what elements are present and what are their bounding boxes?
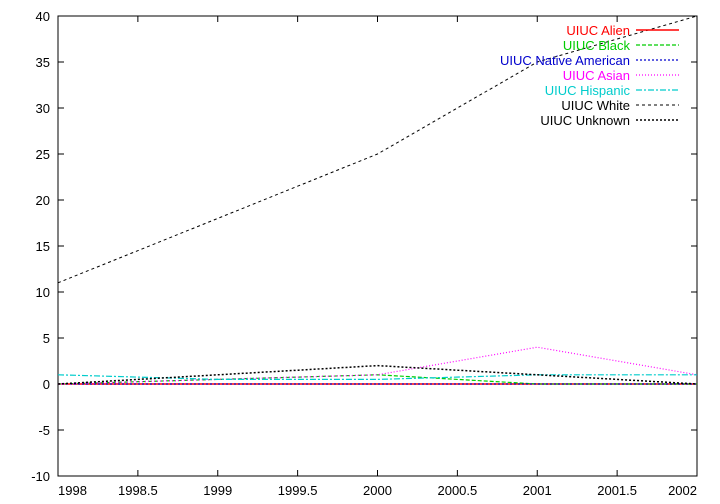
x-tick-label: 2000.5: [437, 483, 477, 498]
y-tick-label: 10: [36, 285, 50, 300]
x-tick-label: 1998: [58, 483, 87, 498]
y-tick-label: -10: [31, 469, 50, 484]
series-line: [57, 15, 698, 284]
x-tick-label: 2000: [363, 483, 392, 498]
legend-label: UIUC Hispanic: [545, 83, 631, 98]
x-tick-label: 2001: [523, 483, 552, 498]
y-tick-label: 40: [36, 9, 50, 24]
legend-label: UIUC White: [561, 98, 630, 113]
legend-label: UIUC Alien: [566, 23, 630, 38]
y-tick-labels: -10 -5 0 5 10 15 20 25 30 35 40: [31, 9, 50, 484]
x-tick-label: 1998.5: [118, 483, 158, 498]
series-lines: [57, 15, 698, 385]
legend-label: UIUC Unknown: [540, 113, 630, 128]
legend-label: UIUC Native American: [500, 53, 630, 68]
series-line: [57, 374, 697, 380]
x-tick-label: 2002: [668, 483, 697, 498]
y-tick-label: -5: [38, 423, 50, 438]
legend-label: UIUC Asian: [563, 68, 630, 83]
y-tick-label: 35: [36, 55, 50, 70]
series-line: [57, 364, 698, 385]
x-tick-labels: 1998 1998.5 1999 1999.5 2000 2000.5 2001 2001.5…: [58, 483, 697, 498]
series-line: [57, 374, 697, 385]
y-tick-label: 25: [36, 147, 50, 162]
x-tick-label: 1999.5: [278, 483, 318, 498]
x-tick-label: 2001.5: [597, 483, 637, 498]
y-tick-label: 20: [36, 193, 50, 208]
y-tick-label: 15: [36, 239, 50, 254]
y-tick-label: 0: [43, 377, 50, 392]
y-tick-label: 5: [43, 331, 50, 346]
x-tick-label: 1999: [203, 483, 232, 498]
legend-label: UIUC Black: [563, 38, 631, 53]
y-tick-label: 30: [36, 101, 50, 116]
